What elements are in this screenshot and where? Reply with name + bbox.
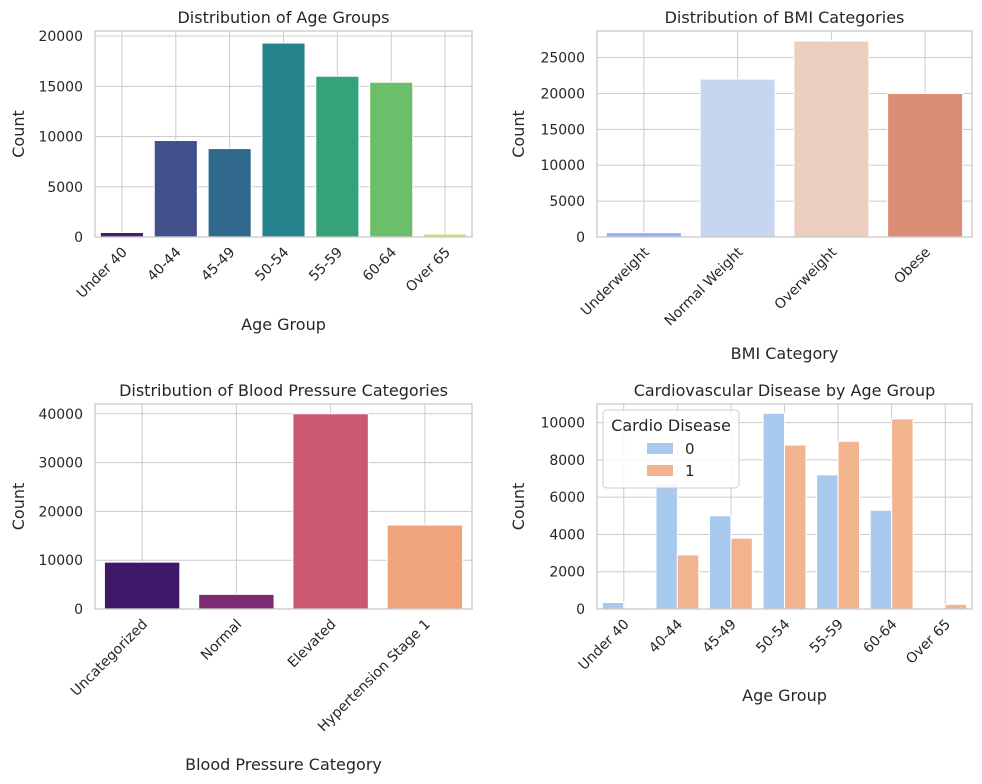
chart-title: Cardiovascular Disease by Age Group — [634, 381, 936, 400]
chart-title: Distribution of Blood Pressure Categorie… — [119, 381, 448, 400]
axes-frame — [94, 403, 473, 610]
bar-Overweight — [793, 40, 870, 238]
bar-1-40-44 — [676, 554, 700, 610]
xtick-label: 40-44 — [646, 616, 686, 656]
bar-1-60-64 — [891, 418, 914, 610]
bar-1-45-49 — [730, 537, 753, 610]
bar-Normal Weight — [699, 78, 776, 238]
ytick-label: 0 — [576, 602, 585, 618]
bar-Normal — [198, 593, 275, 610]
xtick-label: 60-64 — [860, 616, 900, 656]
bar-50-54 — [261, 42, 306, 238]
xtick-label: 50-54 — [252, 244, 292, 284]
bar-0-60-64 — [869, 509, 893, 610]
ytick-label: 5000 — [549, 194, 585, 210]
y-axis-label: Count — [9, 110, 28, 158]
ytick-label: 25000 — [540, 51, 585, 67]
x-axis-label: BMI Category — [731, 344, 839, 363]
ytick-label: 30000 — [38, 456, 83, 472]
ytick-label: 40000 — [38, 407, 83, 423]
chart-1: 0 5000 10000 15000 20000 Under 40 40-44 45-49 50… — [9, 8, 473, 334]
bar-Uncategorized — [103, 561, 181, 610]
bar-1-55-59 — [837, 440, 860, 610]
ytick-label: 10000 — [540, 158, 585, 174]
xtick-label: 60-64 — [360, 244, 400, 284]
y-axis-label: Count — [509, 483, 528, 531]
ytick-label: 10000 — [540, 416, 585, 432]
xtick-label: Under 40 — [74, 245, 131, 302]
legend: Cardio Disease 0 1 — [602, 409, 740, 489]
axes-frame — [596, 403, 973, 610]
bar-55-59 — [315, 75, 360, 238]
xtick-label: Normal — [198, 617, 245, 664]
bar-0-45-49 — [709, 515, 732, 610]
ytick-label: 0 — [576, 230, 585, 246]
xtick-label: Elevated — [285, 617, 340, 672]
y-axis-label: Count — [9, 483, 28, 531]
xtick-label: Normal Weight — [662, 244, 747, 329]
ytick-label: 20000 — [38, 29, 83, 45]
bar-40-44 — [153, 140, 198, 238]
chart-title: Distribution of BMI Categories — [665, 8, 905, 27]
xtick-label: 55-59 — [807, 617, 847, 657]
ytick-label: 20000 — [38, 504, 83, 520]
xtick-label: Over 65 — [903, 617, 954, 668]
ytick-label: 4000 — [549, 527, 585, 543]
bar-Hypertension Stage 1 — [386, 524, 464, 610]
ytick-label: 2000 — [549, 565, 585, 581]
bar-0-55-59 — [816, 474, 839, 610]
bar-1-50-54 — [784, 444, 807, 610]
x-axis-label: Blood Pressure Category — [185, 755, 382, 774]
xtick-label: 50-54 — [753, 616, 793, 656]
xtick-label: Under 40 — [576, 617, 633, 674]
bar-0-Under 40 — [601, 601, 625, 610]
bar-Obese — [887, 92, 964, 238]
axes-frame — [596, 30, 973, 238]
xtick-label: Over 65 — [403, 245, 454, 296]
axes-frame — [94, 30, 473, 238]
ytick-label: 10000 — [38, 553, 83, 569]
x-axis-label: Age Group — [241, 315, 326, 334]
bar-0-40-44 — [655, 483, 678, 610]
legend-swatch-1 — [647, 465, 673, 476]
xtick-label: 55-59 — [306, 245, 346, 285]
bar-60-64 — [369, 81, 414, 238]
ytick-label: 8000 — [549, 453, 585, 469]
ytick-label: 20000 — [540, 86, 585, 102]
xtick-label: 40-44 — [145, 244, 185, 284]
xtick-label: Obese — [891, 245, 934, 288]
bar-Elevated — [292, 413, 369, 610]
ytick-label: 15000 — [540, 122, 585, 138]
legend-title: Cardio Disease — [611, 416, 731, 435]
xtick-label: 45-49 — [198, 245, 238, 285]
ytick-label: 5000 — [47, 180, 83, 196]
y-axis-label: Count — [509, 110, 528, 158]
chart-2: 0 5000 10000 15000 20000 25000 Underweight Norm… — [509, 8, 973, 363]
ytick-label: 15000 — [38, 79, 83, 95]
ytick-label: 0 — [74, 602, 83, 618]
xtick-label: Uncategorized — [68, 617, 151, 700]
chart-3: 0 10000 20000 30000 40000 Uncategorized Normal… — [9, 381, 473, 774]
x-axis-label: Age Group — [742, 686, 827, 705]
legend-swatch-0 — [647, 443, 673, 454]
chart-4: 0 2000 4000 6000 8000 10000 Under 40 40-44 45-49… — [509, 381, 973, 705]
bar-0-50-54 — [762, 412, 785, 610]
xtick-label: Overweight — [772, 244, 841, 313]
bar-45-49 — [207, 148, 252, 238]
legend-label-0: 0 — [685, 440, 695, 458]
ytick-label: 0 — [74, 230, 83, 246]
xtick-label: Underweight — [578, 244, 653, 319]
ytick-label: 10000 — [38, 130, 83, 146]
chart-title: Distribution of Age Groups — [177, 8, 389, 27]
legend-label-1: 1 — [685, 462, 695, 480]
xtick-label: 45-49 — [700, 617, 740, 657]
ytick-label: 6000 — [549, 490, 585, 506]
